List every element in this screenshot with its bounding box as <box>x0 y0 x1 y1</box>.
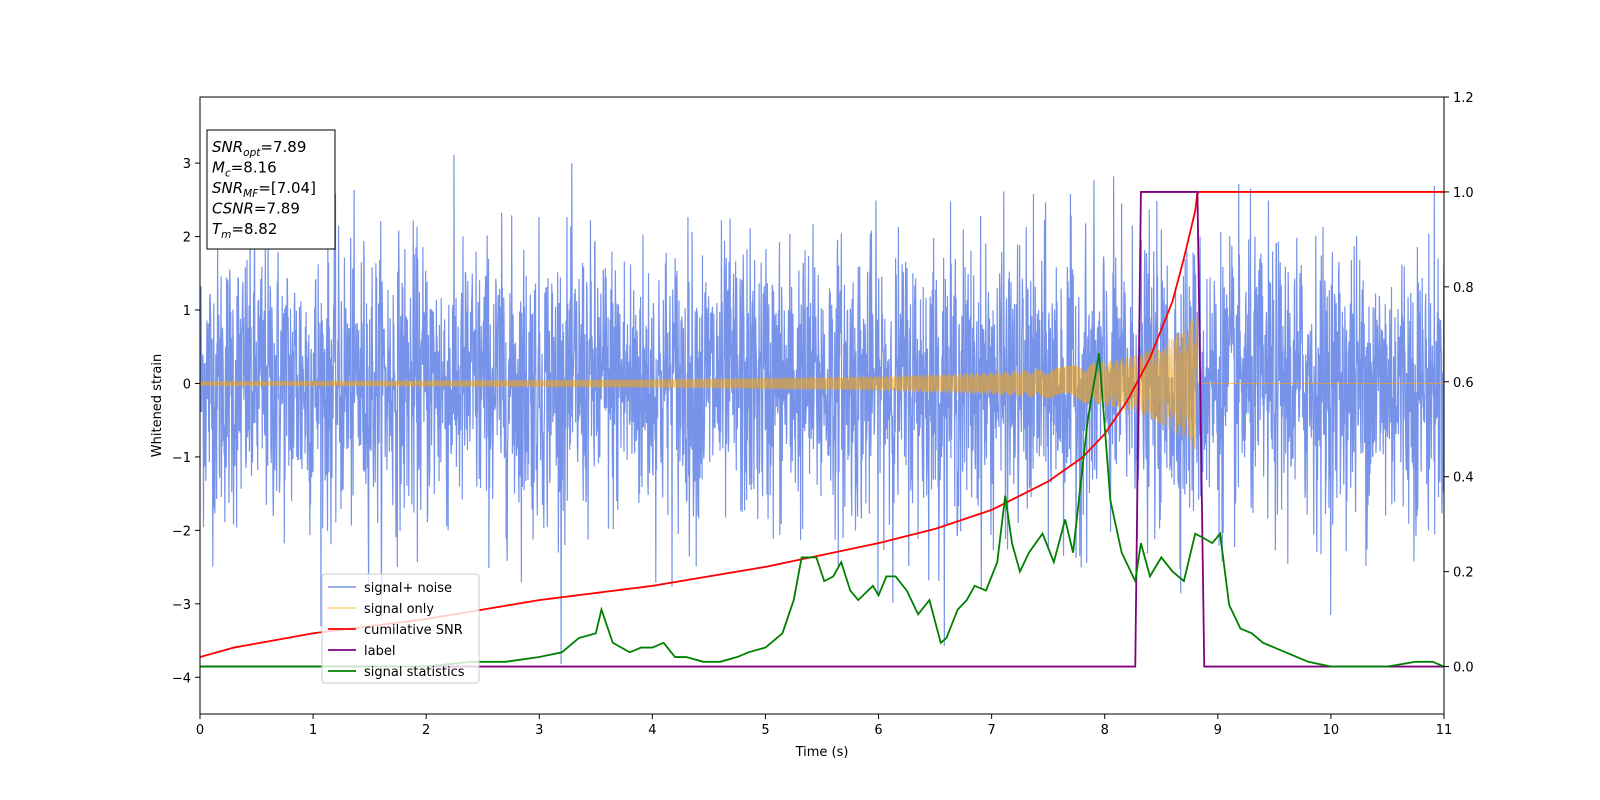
info-box: SNRopt=7.89Mc=8.16SNRMF=[7.04]CSNR=7.89T… <box>206 129 336 250</box>
legend-entry: signal statistics <box>364 665 465 680</box>
x-tick-label: 4 <box>648 723 656 738</box>
info-subscript: m <box>221 229 231 241</box>
x-tick-label: 5 <box>761 723 769 738</box>
series-signal-only <box>200 318 1444 450</box>
y-axis-label: Whitened strain <box>150 354 165 457</box>
info-line: CSNR=7.89 <box>212 200 300 218</box>
legend-entry: signal+ noise <box>364 581 452 596</box>
y-tick-label: −4 <box>172 671 191 686</box>
y2-tick-label: 0.4 <box>1453 471 1474 486</box>
info-symbol: CSNR <box>212 200 254 218</box>
axes: 0 1 2 3 4 5 6 7 8 9 10 113210−1−2−3−41.21.00.80.60.… <box>150 91 1474 760</box>
x-tick-label: 0 <box>196 723 204 738</box>
y-tick-label: 2 <box>183 231 191 246</box>
info-symbol: M <box>212 159 225 177</box>
info-line: SNRopt=7.89 <box>212 138 306 159</box>
y2-tick-label: 0.6 <box>1453 376 1474 391</box>
info-value: =7.89 <box>260 138 306 156</box>
y2-tick-label: 0.8 <box>1453 281 1474 296</box>
y2-tick-label: 0.0 <box>1453 661 1474 676</box>
series-signal-plus-noise <box>200 154 1444 665</box>
info-line: Tm=8.82 <box>212 220 277 241</box>
plot-frame <box>199 96 1445 715</box>
info-symbol: SNR <box>212 138 243 156</box>
x-axis-label: Time (s) <box>795 745 849 760</box>
legend: signal+ noise signal only cumilative SNR la… <box>321 573 480 684</box>
info-box-frame <box>206 129 336 250</box>
legend-entry: cumilative SNR <box>364 623 463 638</box>
y-tick-label: −2 <box>172 524 191 539</box>
info-subscript: MF <box>243 188 259 200</box>
info-value: =[7.04] <box>258 179 316 197</box>
info-symbol: T <box>212 220 223 238</box>
x-tick-label: 6 <box>874 723 882 738</box>
y-tick-label: 3 <box>183 157 191 172</box>
y-tick-label: −3 <box>172 598 191 613</box>
y-tick-label: 1 <box>183 304 191 319</box>
info-symbol: SNR <box>212 179 243 197</box>
series-label <box>200 191 1444 668</box>
y2-tick-label: 1.0 <box>1453 186 1474 201</box>
x-tick-label: 11 <box>1436 723 1453 738</box>
info-line: SNRMF=[7.04] <box>212 179 316 200</box>
y-tick-label: 0 <box>183 377 191 392</box>
info-value: =8.82 <box>231 220 277 238</box>
info-subscript: c <box>225 168 231 180</box>
info-line: Mc=8.16 <box>212 159 277 180</box>
x-tick-label: 8 <box>1101 723 1109 738</box>
x-tick-label: 2 <box>422 723 430 738</box>
series-signal-statistics <box>200 353 1444 668</box>
x-tick-label: 7 <box>987 723 995 738</box>
legend-frame <box>321 573 480 684</box>
x-tick-label: 10 <box>1323 723 1340 738</box>
x-tick-label: 9 <box>1214 723 1222 738</box>
legend-entry: signal only <box>364 602 434 617</box>
y2-tick-label: 0.2 <box>1453 566 1474 581</box>
x-tick-label: 3 <box>535 723 543 738</box>
info-value: =8.16 <box>231 159 277 177</box>
y-tick-label: −1 <box>172 451 191 466</box>
info-value: =7.89 <box>254 200 300 218</box>
x-tick-label: 1 <box>309 723 317 738</box>
y2-tick-label: 1.2 <box>1453 91 1474 106</box>
info-subscript: opt <box>243 147 261 159</box>
legend-entry: label <box>364 644 395 659</box>
